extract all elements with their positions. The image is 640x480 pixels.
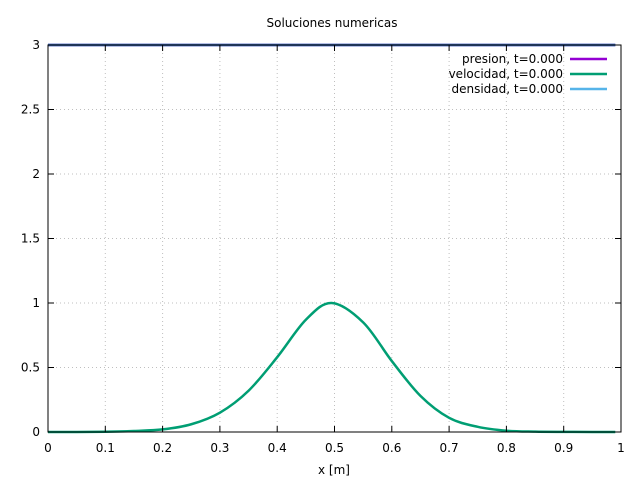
- x-tick-label: 0.2: [153, 441, 172, 455]
- chart-title: Soluciones numericas: [267, 16, 398, 30]
- legend-label-densidad: densidad, t=0.000: [451, 82, 563, 96]
- series-line-velocidad: [47, 301, 616, 434]
- x-tick-label: 0.3: [210, 441, 229, 455]
- grid: [48, 45, 621, 432]
- y-tick-label: 0.5: [21, 361, 40, 375]
- y-tick-label: 2.5: [21, 103, 40, 117]
- x-tick-label: 0.7: [440, 441, 459, 455]
- y-tick-label: 1.5: [21, 232, 40, 246]
- x-tick-label: 0.6: [382, 441, 401, 455]
- x-tick-label: 0.5: [325, 441, 344, 455]
- x-tick-label: 1: [617, 441, 625, 455]
- x-tick-label: 0.4: [268, 441, 287, 455]
- y-tick-label: 2: [32, 167, 40, 181]
- x-axis-label: x [m]: [318, 463, 350, 477]
- y-tick-label: 0: [32, 425, 40, 439]
- y-tick-label: 3: [32, 38, 40, 52]
- y-tick-label: 1: [32, 296, 40, 310]
- x-tick-label: 0: [44, 441, 52, 455]
- x-tick-label: 0.9: [554, 441, 573, 455]
- x-tick-label: 0.8: [497, 441, 516, 455]
- legend-label-presion: presion, t=0.000: [462, 52, 563, 66]
- legend-label-velocidad: velocidad, t=0.000: [449, 67, 563, 81]
- ticks: 0 0.1 0.2 0.3 0.4 0.5 0.6 0.7 0.8 0.9 1 0 0.5 1 1.5 2 2.…: [21, 38, 625, 455]
- x-tick-label: 0.1: [96, 441, 115, 455]
